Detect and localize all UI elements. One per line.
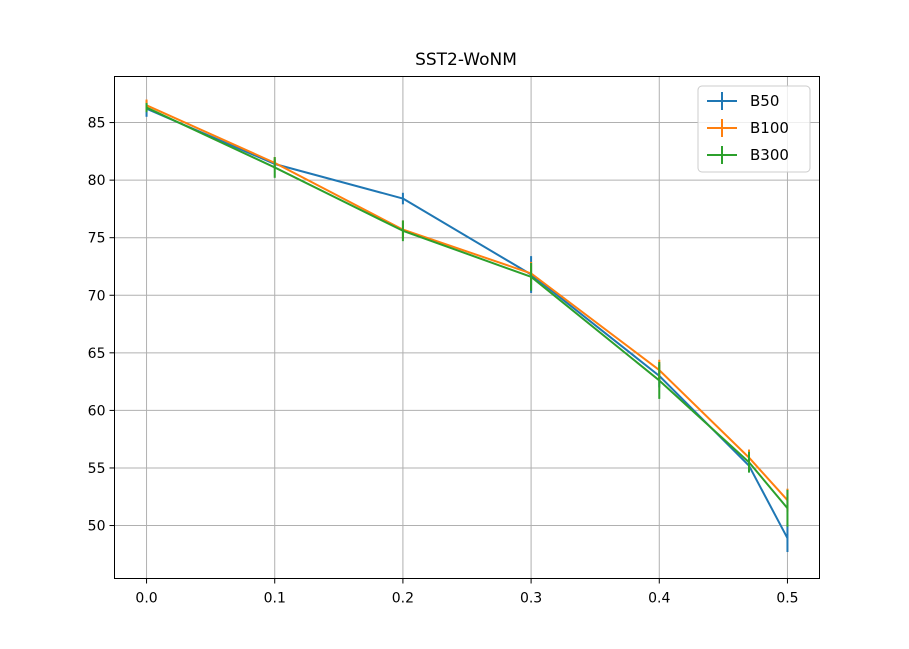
y-tick-label: 65: [88, 346, 106, 362]
series-layer: [145, 99, 789, 553]
legend-label: B100: [750, 119, 789, 137]
y-tick-label: 50: [88, 519, 106, 535]
legend-item-b50[interactable]: B50: [707, 92, 779, 110]
x-tick-label: 0.4: [648, 591, 670, 607]
legend-box: [697, 85, 811, 173]
axis-ticks: 0.0 0.1 0.2 0.3 0.4 0.5 50 55 60 65 70 75 80 85: [88, 116, 799, 607]
chart-title: SST2-WoNM: [415, 50, 517, 70]
legend-label: B50: [750, 92, 779, 110]
x-tick-label: 0.1: [264, 591, 286, 607]
x-tick-label: 0.0: [135, 591, 157, 607]
grid: [114, 76, 820, 579]
y-tick-label: 75: [88, 231, 106, 247]
plot-frame: [114, 76, 820, 579]
x-tick-label: 0.2: [392, 591, 414, 607]
legend-label: B300: [750, 146, 789, 164]
y-tick-label: 60: [88, 403, 106, 419]
legend[interactable]: B50 B100 B300: [697, 85, 811, 173]
y-tick-label: 70: [88, 288, 106, 304]
x-tick-label: 0.5: [776, 591, 798, 607]
x-tick-label: 0.3: [520, 591, 542, 607]
y-tick-label: 80: [88, 173, 106, 189]
legend-item-b100[interactable]: B100: [707, 119, 789, 137]
y-tick-label: 55: [88, 461, 106, 477]
legend-item-b300[interactable]: B300: [707, 146, 789, 164]
series-b300: [145, 102, 789, 527]
y-tick-label: 85: [88, 116, 106, 132]
